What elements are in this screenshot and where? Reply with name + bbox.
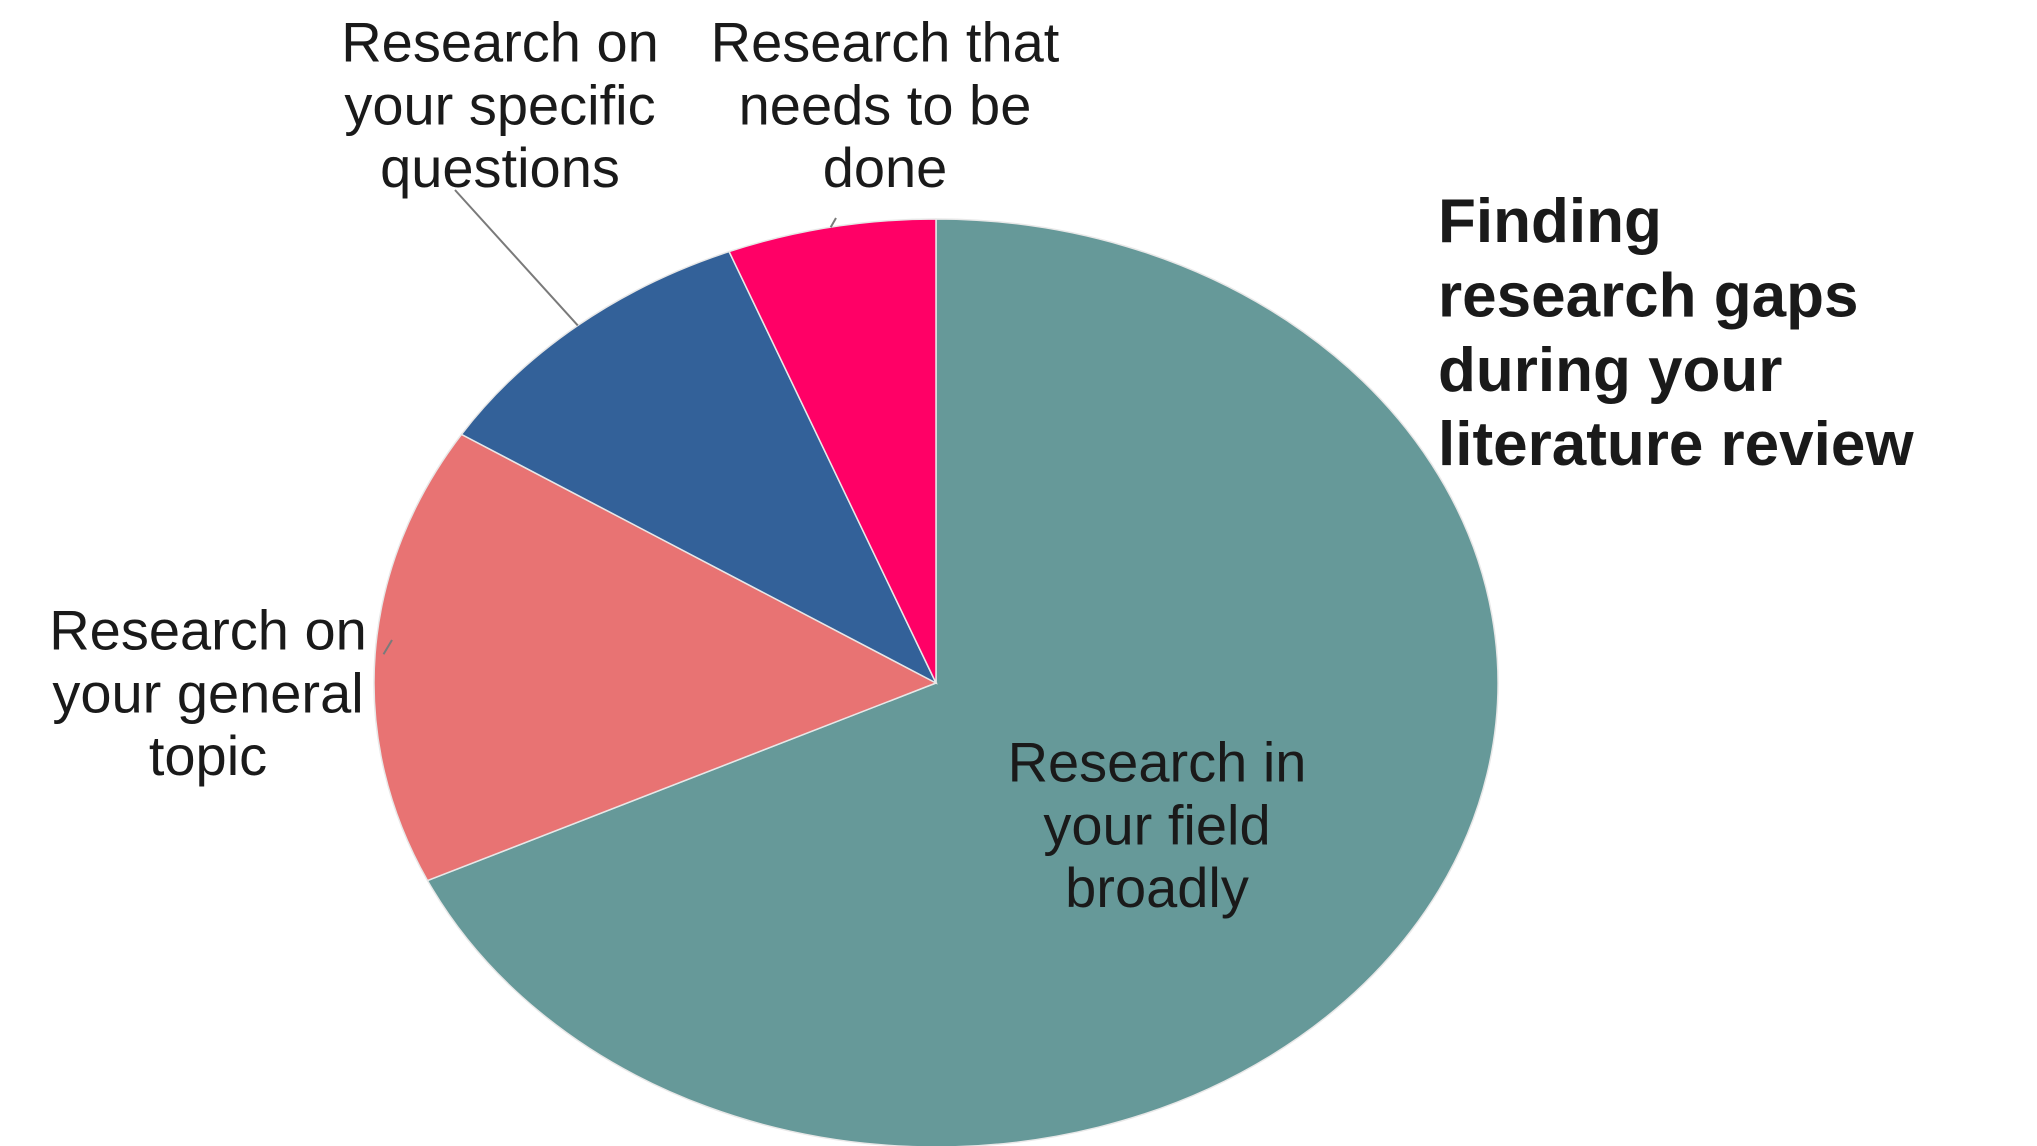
pie-slice-1	[426, 218, 1499, 1146]
slice-label-line: your specific	[344, 73, 655, 136]
pie-slice-2	[373, 433, 938, 882]
leader-line-2	[382, 639, 393, 655]
slice-label-line: Research on	[49, 599, 367, 662]
chart-title-line: during your	[1438, 336, 1782, 405]
slice-label-line: Research that	[711, 11, 1060, 74]
slice-label-line: questions	[380, 136, 620, 199]
chart-title-line: research gaps	[1438, 261, 1858, 330]
pie-slice-4	[728, 218, 937, 684]
chart-title: Finding research gaps during your literatur…	[1438, 187, 1914, 479]
chart-title-line: literature review	[1438, 410, 1914, 479]
leader-lines	[382, 189, 837, 655]
slice-label-3: Research on your specific questions	[341, 11, 659, 199]
slice-label-line: Research on	[341, 11, 659, 74]
slice-label-line: needs to be	[739, 73, 1032, 136]
slice-label-line: Research in	[1008, 731, 1307, 794]
slice-label-line: topic	[149, 724, 267, 787]
chart-title-line: Finding	[1438, 187, 1662, 256]
slice-label-line: your general	[52, 661, 363, 724]
slice-label-line: done	[823, 136, 948, 199]
slice-label-1: Research in your field broadly	[1008, 731, 1307, 919]
leader-line-4	[829, 217, 837, 228]
slice-label-line: your field	[1043, 793, 1270, 856]
slice-label-2: Research on your general topic	[49, 599, 367, 787]
slice-label-line: broadly	[1065, 856, 1249, 919]
slice-label-4: Research that needs to be done	[711, 11, 1060, 199]
leader-line-3	[454, 189, 579, 327]
pie-slices	[373, 218, 1499, 1146]
